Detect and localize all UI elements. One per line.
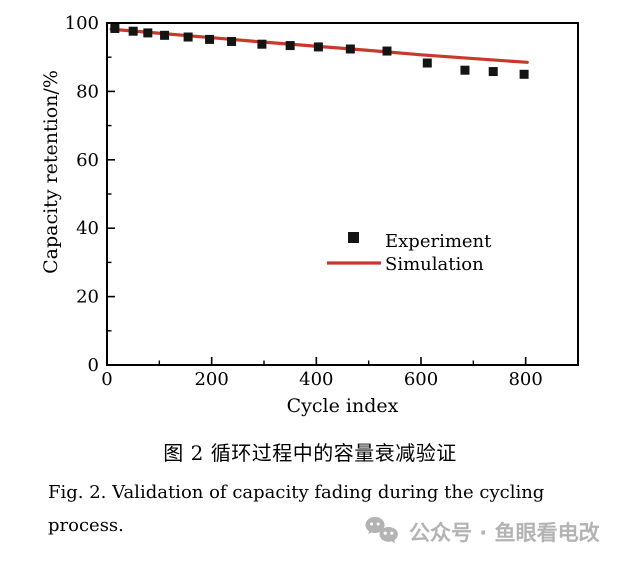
experiment-point bbox=[143, 28, 153, 38]
caption-chinese: 图 2 循环过程中的容量衰减验证 bbox=[163, 441, 457, 465]
x-axis-tick-label: 600 bbox=[404, 369, 438, 390]
experiment-point bbox=[205, 34, 215, 44]
x-axis-tick-label: 400 bbox=[299, 369, 333, 390]
x-axis-tick-label: 200 bbox=[194, 369, 228, 390]
y-axis-tick-label: 0 bbox=[88, 355, 99, 376]
experiment-point bbox=[285, 41, 295, 51]
legend-experiment-label: Experiment bbox=[385, 231, 492, 252]
experiment-point bbox=[422, 58, 432, 68]
y-axis-tick-label: 100 bbox=[65, 13, 99, 34]
legend-simulation-label: Simulation bbox=[385, 254, 484, 275]
caption-english: Fig. 2. Validation of capacity fading du… bbox=[48, 476, 593, 542]
capacity-retention-chart: 0 200 400 600 800 0 20 40 60 80 100 Cycle index Capa… bbox=[40, 13, 579, 417]
experiment-point bbox=[313, 42, 323, 52]
experiment-point bbox=[345, 44, 355, 54]
y-axis-tick-label: 40 bbox=[76, 218, 99, 239]
wechat-icon bbox=[365, 516, 398, 543]
experiment-point bbox=[183, 32, 193, 42]
experiment-point bbox=[488, 67, 498, 77]
experiment-point bbox=[128, 26, 138, 36]
experiment-point bbox=[519, 69, 529, 79]
experiment-point bbox=[257, 39, 267, 49]
experiment-point bbox=[110, 23, 120, 33]
x-axis-tick-label: 800 bbox=[508, 369, 542, 390]
caption-english-line2: process. bbox=[48, 515, 124, 536]
plot-frame bbox=[106, 22, 579, 366]
watermark: 公众号 · 鱼眼看电改 bbox=[364, 514, 600, 550]
experiment-point bbox=[227, 36, 237, 46]
x-axis-title: Cycle index bbox=[287, 395, 399, 417]
experiment-point bbox=[460, 65, 470, 75]
legend-experiment-marker bbox=[348, 232, 359, 243]
y-axis-tick-label: 80 bbox=[76, 81, 99, 102]
watermark-text: 公众号 · 鱼眼看电改 bbox=[409, 521, 600, 545]
y-axis-tick-label: 60 bbox=[76, 150, 99, 171]
caption-english-line1: Fig. 2. Validation of capacity fading du… bbox=[48, 482, 545, 503]
experiment-point bbox=[160, 30, 170, 40]
x-axis-tick-label: 0 bbox=[101, 369, 112, 390]
y-axis-title: Capacity retention/% bbox=[40, 70, 62, 274]
y-axis-tick-label: 20 bbox=[76, 287, 99, 308]
experiment-point bbox=[382, 46, 392, 56]
